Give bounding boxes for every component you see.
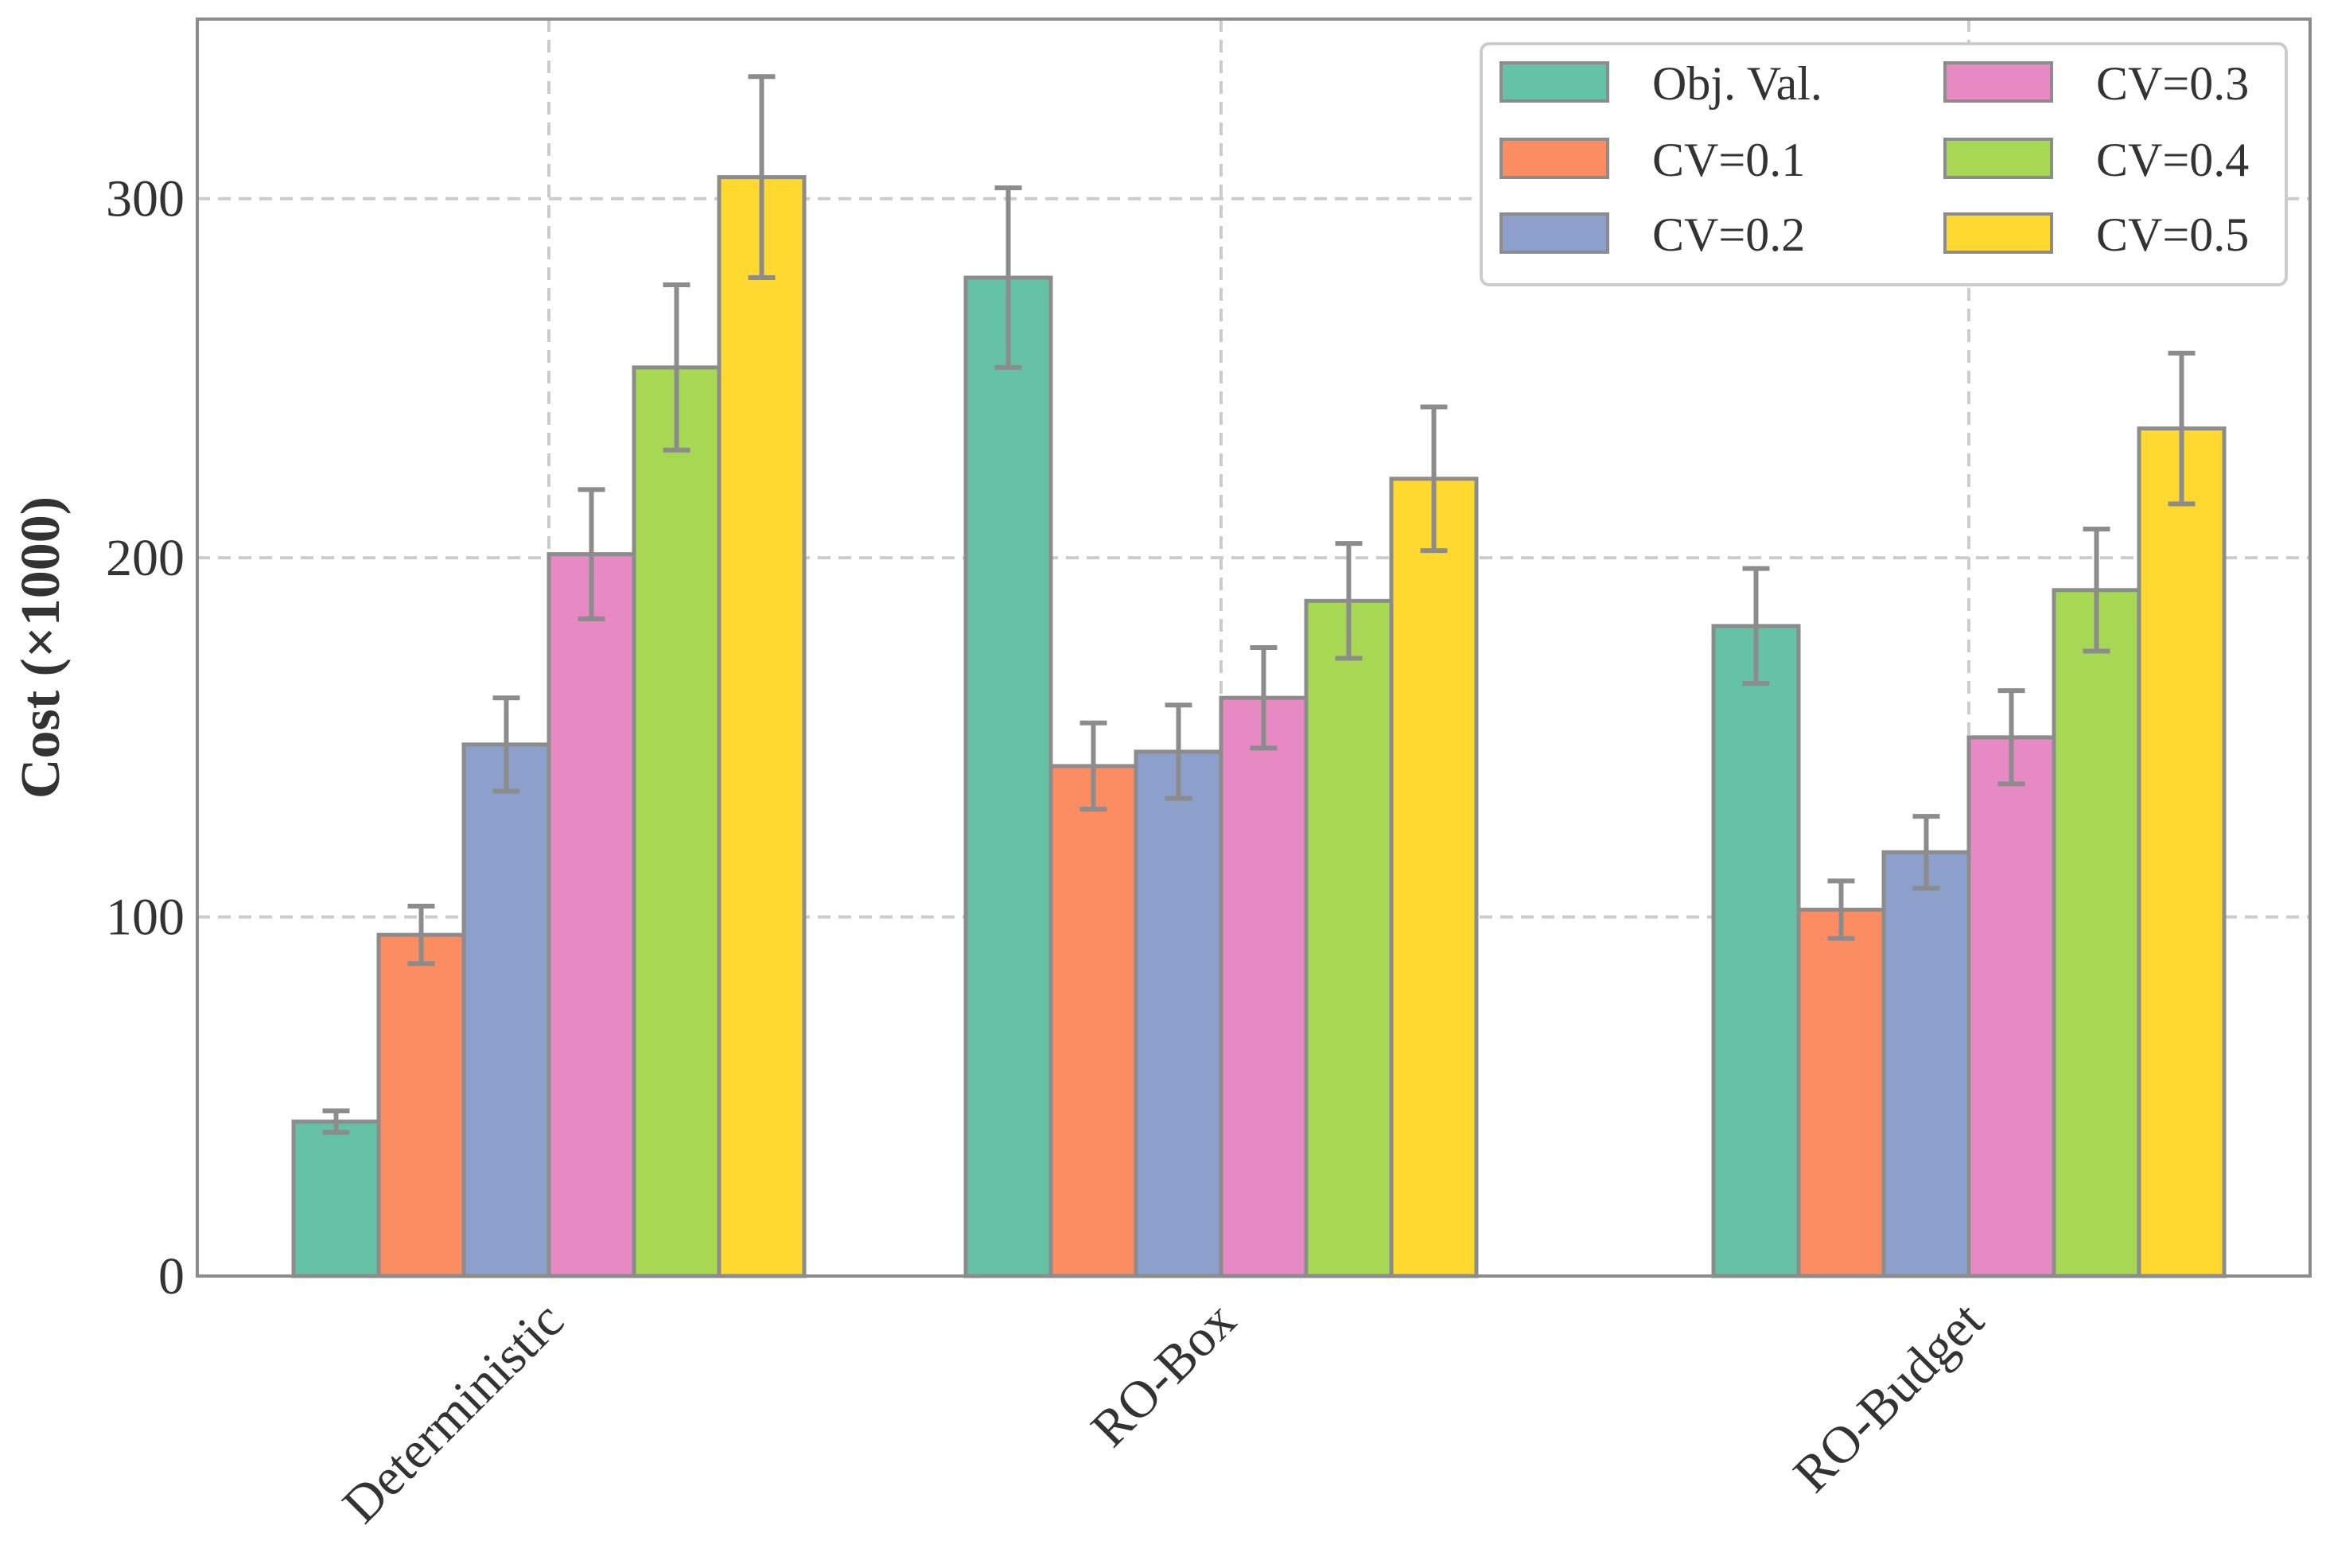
- bar-cv-0-3-ro-budget: [1966, 735, 2056, 1278]
- y-tick-label: 200: [106, 529, 185, 587]
- bar-cv-0-1-deterministic: [376, 932, 466, 1278]
- bar-obj-val--ro-box: [963, 275, 1053, 1278]
- legend-swatch: [1943, 61, 2053, 103]
- legend-label: CV=0.5: [2096, 208, 2249, 261]
- error-bar: [1827, 878, 1855, 941]
- legend: Obj. Val. CV=0.1 CV=0.2 CV=0.3 CV=0.4 CV=0.5: [1480, 42, 2288, 286]
- legend-label: CV=0.4: [2096, 134, 2249, 186]
- x-tick-label: RO-Budget: [1783, 1291, 1995, 1504]
- error-bar: [1250, 645, 1278, 751]
- bar-obj-val--deterministic: [291, 1119, 381, 1278]
- legend-item: Obj. Val.: [1499, 57, 1822, 110]
- legend-item: CV=0.3: [1943, 57, 2249, 110]
- error-bars: [322, 74, 2196, 1135]
- legend-swatch: [1943, 138, 2053, 179]
- y-tick-label: 0: [158, 1247, 185, 1305]
- bars: [291, 175, 2227, 1278]
- error-bar: [1079, 720, 1107, 812]
- error-bar: [1742, 566, 1770, 687]
- x-tick-label: Deterministic: [332, 1291, 575, 1535]
- bar-cv-0-2-deterministic: [461, 742, 551, 1278]
- error-bar: [994, 185, 1022, 370]
- error-bar: [492, 695, 520, 794]
- error-bar: [407, 904, 435, 967]
- bar-cv-0-3-ro-box: [1219, 695, 1309, 1278]
- legend-label: CV=0.3: [2096, 57, 2249, 110]
- error-bar: [2168, 350, 2196, 507]
- error-bar: [1420, 404, 1448, 554]
- error-bar: [1335, 541, 1363, 661]
- bar-obj-val--ro-budget: [1711, 624, 1801, 1278]
- bar-cv-0-5-ro-budget: [2137, 426, 2227, 1278]
- legend-swatch: [1499, 212, 1609, 254]
- bar-cv-0-2-ro-box: [1134, 749, 1223, 1278]
- y-axis-title: Cost (×1000): [10, 496, 72, 799]
- bar-cv-0-1-ro-box: [1048, 764, 1138, 1278]
- error-bar: [1165, 702, 1192, 801]
- y-tick-label: 300: [106, 170, 185, 228]
- x-axis-ticks: Deterministic RO-Box RO-Budget: [332, 1291, 1995, 1535]
- legend-swatch: [1943, 212, 2053, 254]
- y-tick-label: 100: [106, 889, 185, 947]
- error-bar: [748, 74, 776, 281]
- plot-frame: [196, 18, 2312, 1278]
- legend-swatch: [1499, 138, 1609, 179]
- legend-item: CV=0.5: [1943, 208, 2249, 261]
- bar-cv-0-4-ro-box: [1304, 598, 1394, 1278]
- bar-cv-0-4-deterministic: [632, 365, 722, 1278]
- error-bar: [1997, 688, 2025, 787]
- error-bar: [1912, 814, 1940, 891]
- bar-cv-0-3-deterministic: [546, 552, 636, 1278]
- legend-label: CV=0.2: [1652, 208, 1805, 261]
- legend-item: CV=0.1: [1499, 134, 1805, 186]
- legend-item: CV=0.4: [1943, 134, 2249, 186]
- error-bar: [578, 487, 605, 621]
- y-axis-ticks: 0 100 200 300: [106, 170, 185, 1305]
- bar-cv-0-5-deterministic: [717, 175, 807, 1278]
- x-tick-label: RO-Box: [1080, 1291, 1247, 1458]
- bar-cv-0-1-ro-budget: [1796, 908, 1886, 1278]
- bar-cv-0-4-ro-budget: [2052, 588, 2141, 1278]
- error-bar: [2083, 527, 2110, 654]
- legend-label: Obj. Val.: [1652, 57, 1822, 110]
- legend-item: CV=0.2: [1499, 208, 1805, 261]
- legend-swatch: [1499, 61, 1609, 103]
- legend-box: [1480, 42, 2288, 286]
- error-bar: [663, 282, 690, 453]
- bar-cv-0-5-ro-box: [1389, 477, 1479, 1278]
- bar-cv-0-2-ro-budget: [1881, 850, 1971, 1278]
- legend-label: CV=0.1: [1652, 134, 1805, 186]
- error-bar: [322, 1108, 350, 1135]
